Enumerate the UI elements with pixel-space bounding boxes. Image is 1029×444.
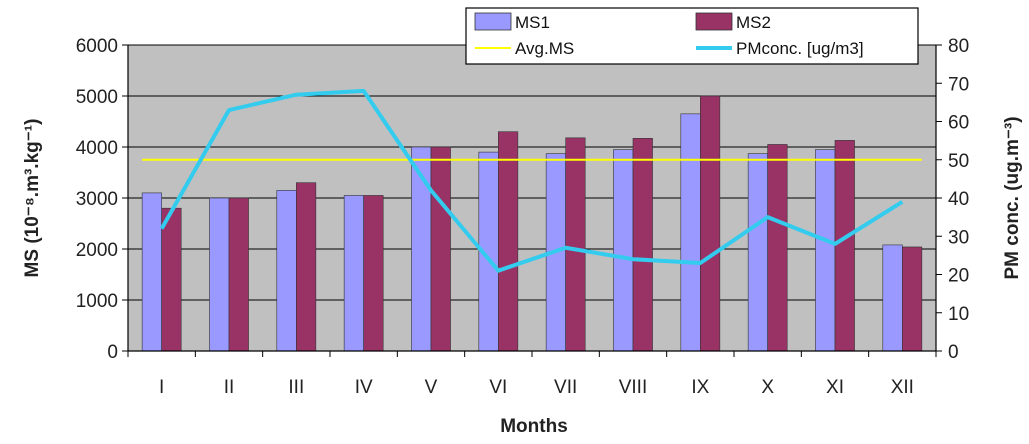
y-tick-label-left: 5000 [76,87,118,108]
legend-label-ms1: MS1 [515,13,550,32]
x-tick-label: V [425,377,438,398]
tick-labels: 0 1000 2000 3000 4000 5000 6000 0 10 20 30 40 50 60 70… [76,36,969,398]
legend-label-pm-conc: PMconc. [ug/m3] [736,39,864,58]
bars [141,95,923,352]
bar-ms2 [296,182,317,352]
legend-label-avg-ms: Avg.MS [515,39,574,58]
bar-ms1 [276,190,297,352]
bar-ms2 [834,140,855,352]
legend-swatch-ms2 [695,12,733,31]
y-axis-title-left: MS (10⁻⁸.m³.kg⁻¹) [22,119,43,278]
bar-ms2 [767,144,788,352]
y-tick-label-right: 60 [948,113,969,134]
x-tick-label: IV [355,377,373,398]
bar-ms2 [632,138,653,352]
bar-ms1 [141,192,162,352]
legend-box [465,7,919,65]
x-tick-label: IX [691,377,709,398]
y-tick-label-left: 2000 [76,240,118,261]
y-tick-label-left: 1000 [76,291,118,312]
bar-ms1 [343,195,364,352]
bar-ms2 [161,207,182,352]
y-tick-label-right: 20 [948,266,969,287]
legend: MS1 MS2 Avg.MS PMconc. [ug/m3] [465,7,919,65]
y-tick-label-right: 30 [948,227,969,248]
bar-ms2 [902,246,923,352]
bar-ms1 [882,244,903,352]
bar-ms1 [747,153,768,352]
y-tick-label-right: 0 [948,342,959,363]
y-tick-label-left: 4000 [76,138,118,159]
y-tick-label-left: 6000 [76,36,118,57]
x-axis-title: Months [500,416,568,437]
x-tick-label: X [761,377,774,398]
bar-ms1 [209,197,230,352]
x-tick-label: XI [826,377,844,398]
y-tick-label-right: 40 [948,189,969,210]
x-tick-label: III [288,377,304,398]
bar-ms2 [228,197,249,352]
lines [142,88,922,273]
bar-ms2 [363,195,384,352]
y-tick-label-right: 80 [948,36,969,57]
y-tick-label-left: 0 [107,342,118,363]
legend-swatch-ms1 [474,12,512,31]
y-tick-label-left: 3000 [76,189,118,210]
bar-ms2 [565,137,586,352]
x-tick-label: I [159,377,164,398]
y-tick-label-right: 10 [948,304,969,325]
x-tick-label: VIII [619,377,648,398]
y-axis-title-right: PM conc. (ug.m⁻³) [1002,116,1023,279]
y-tick-label-right: 50 [948,151,969,172]
bar-ms1 [815,149,836,352]
bar-ms2 [498,131,519,352]
bar-ms1 [613,149,634,352]
bar-ms2 [700,95,721,352]
x-tick-label: VII [554,377,577,398]
y-tick-label-right: 70 [948,74,969,95]
line-pm-conc [159,88,904,273]
bar-ms2 [430,146,451,352]
legend-label-ms2: MS2 [736,13,771,32]
x-tick-label: VI [489,377,507,398]
axes [122,44,942,357]
bar-ms1 [680,113,701,352]
x-tick-label: XII [891,377,914,398]
x-tick-label: II [224,377,235,398]
